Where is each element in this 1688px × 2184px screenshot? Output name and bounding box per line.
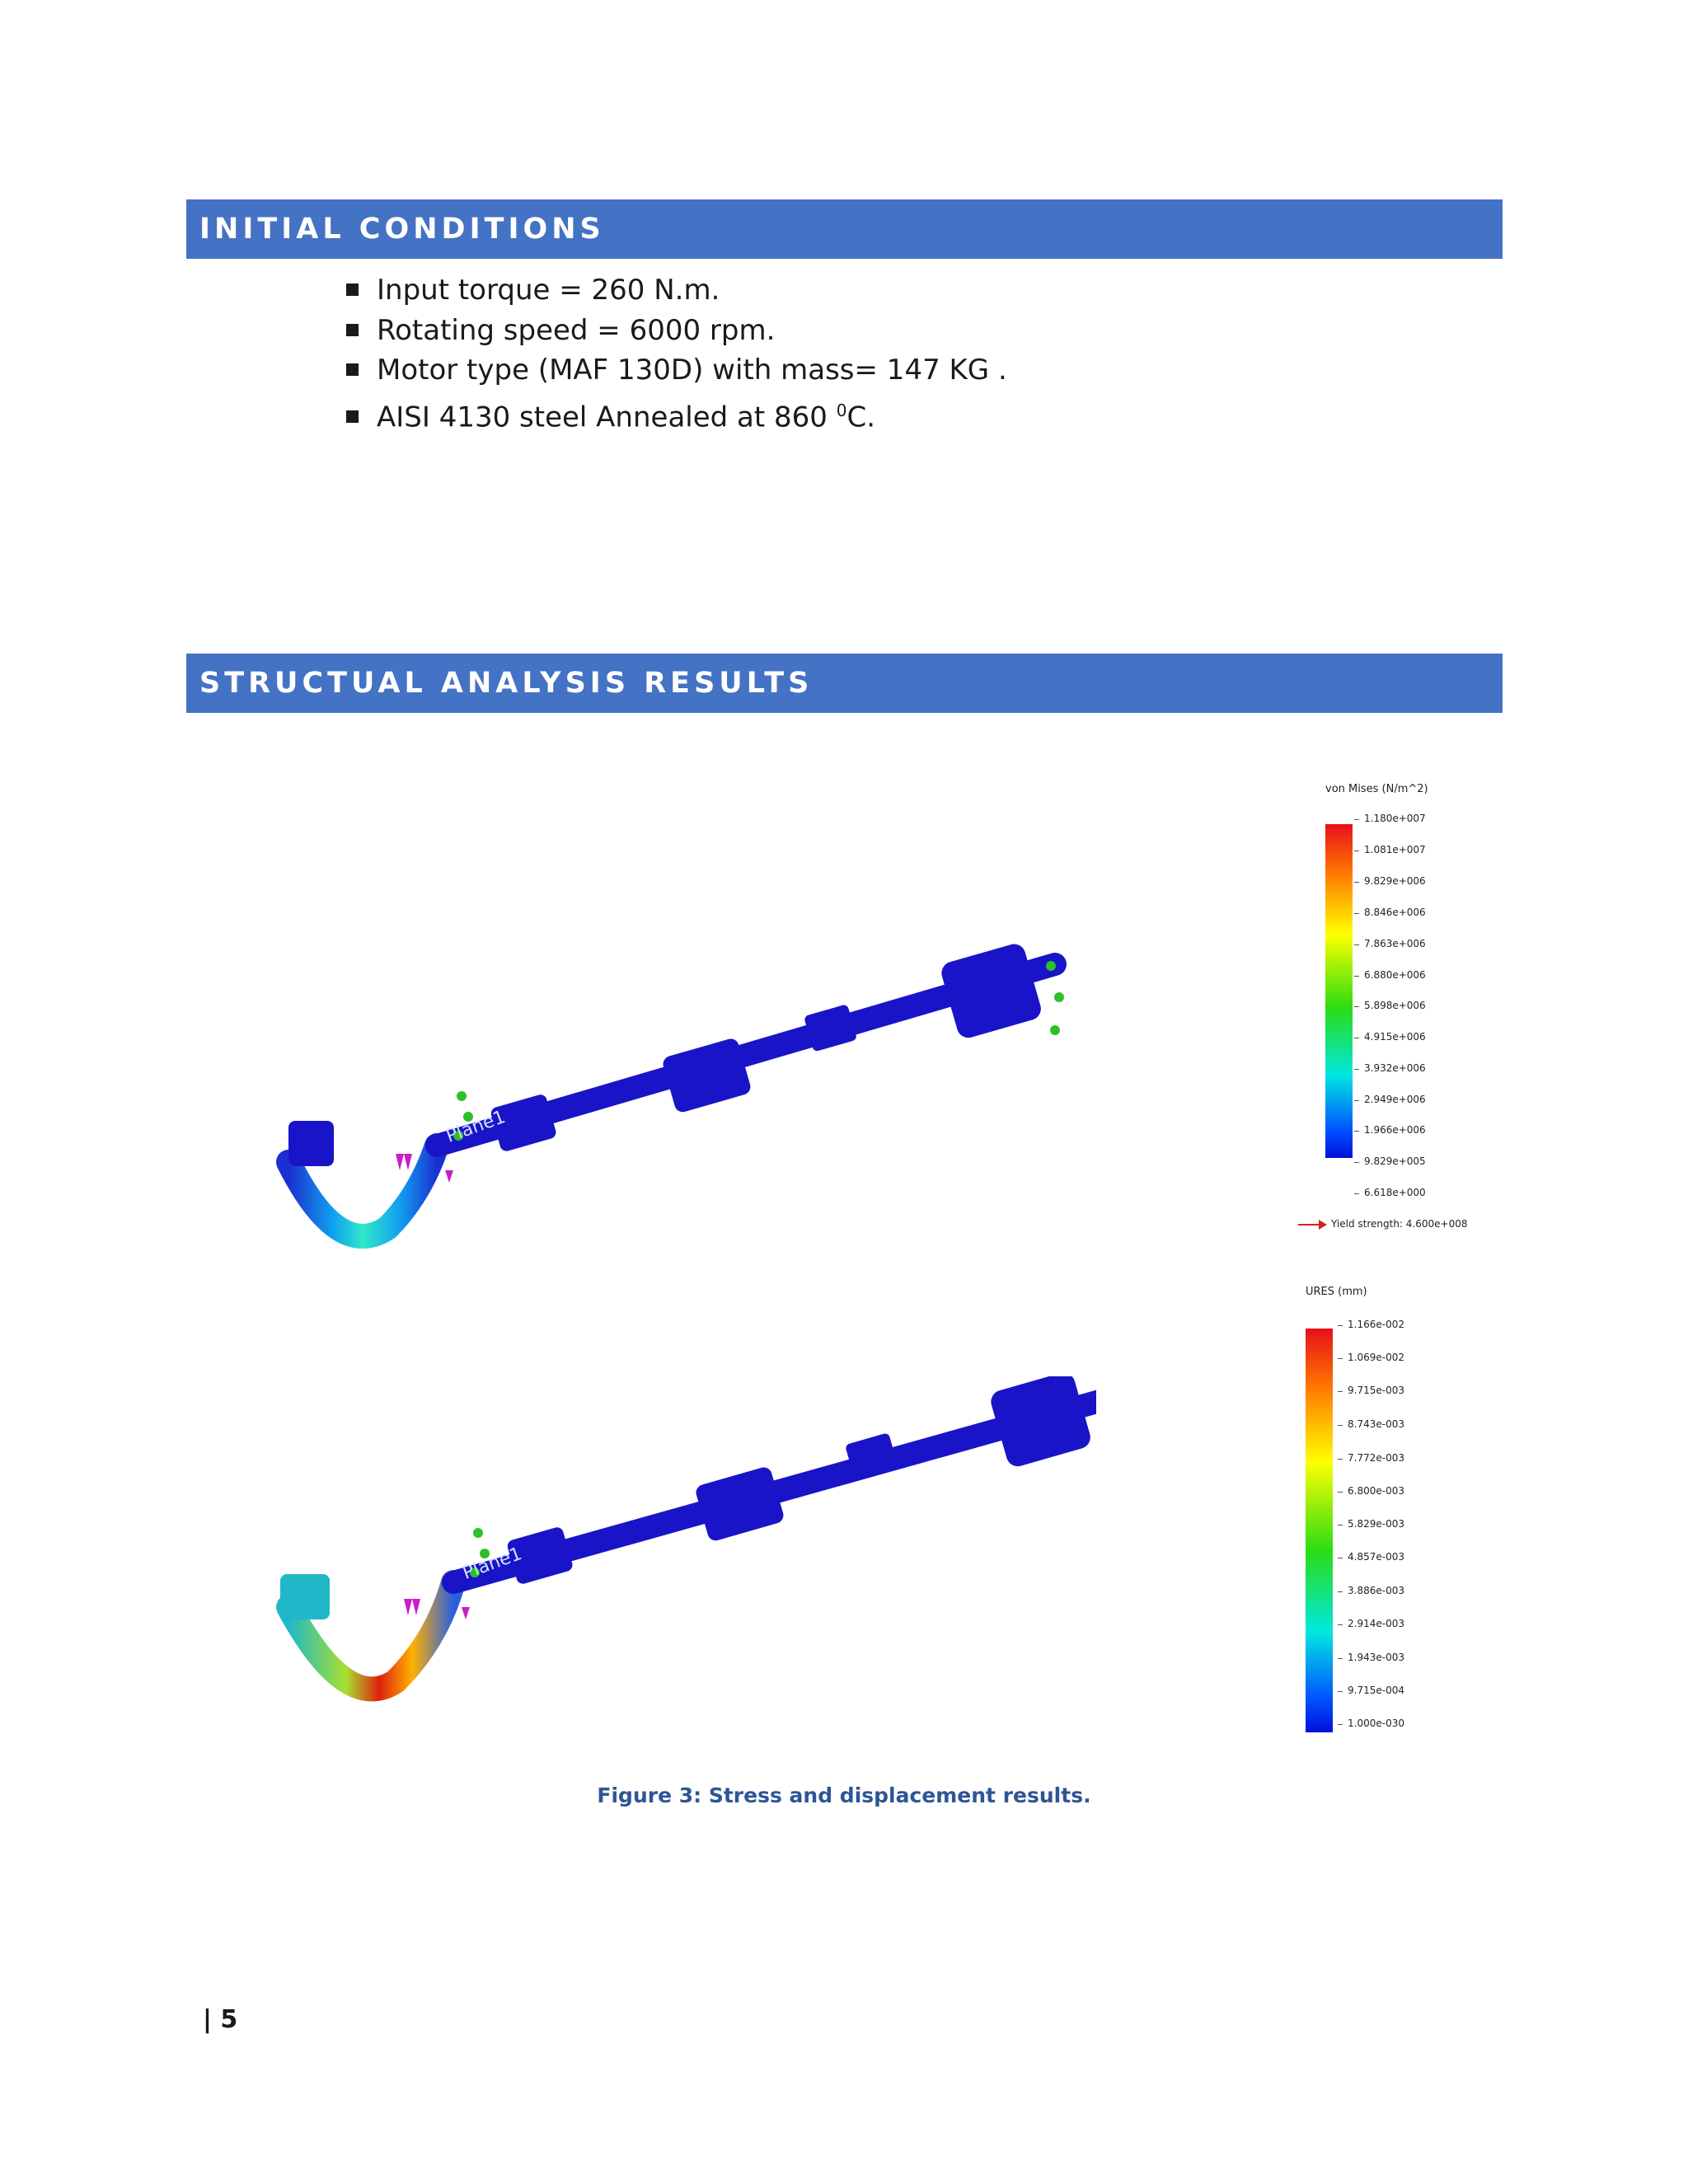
legend-tick: 7.863e+006: [1354, 938, 1426, 949]
legend-title: URES (mm): [1306, 1286, 1367, 1298]
square-bullet-icon: [346, 363, 359, 376]
list-item: Input torque = 260 N.m.: [346, 270, 1007, 311]
legend-tick: 6.618e+000: [1354, 1187, 1426, 1198]
legend-tick: 9.829e+006: [1354, 875, 1426, 887]
list-item-text: Motor type (MAF 130D) with mass= 147 KG …: [377, 354, 1007, 387]
legend-tick: 8.846e+006: [1354, 907, 1426, 918]
list-item: AISI 4130 steel Annealed at 860 0C.: [346, 391, 1007, 434]
initial-conditions-list: Input torque = 260 N.m. Rotating speed =…: [346, 270, 1007, 434]
legend-tick: 1.180e+007: [1354, 813, 1426, 824]
legend-tick: 2.949e+006: [1354, 1094, 1426, 1105]
legend-tick: 1.943e-003: [1338, 1652, 1404, 1663]
displacement-model-image: Plane1: [276, 1376, 1096, 1702]
square-bullet-icon: [346, 284, 359, 296]
list-item-text: C.: [846, 400, 876, 434]
square-bullet-icon: [346, 410, 359, 423]
page-number: | 5: [203, 2005, 238, 2034]
figure-caption: Figure 3: Stress and displacement result…: [597, 1783, 1091, 1807]
legend-tick: 6.800e-003: [1338, 1485, 1404, 1497]
legend-tick: 3.886e-003: [1338, 1585, 1404, 1596]
legend-tick: 1.166e-002: [1338, 1319, 1404, 1330]
legend-tick: 1.069e-002: [1338, 1352, 1404, 1363]
legend-tick: 9.715e-003: [1338, 1385, 1404, 1396]
list-item: Rotating speed = 6000 rpm.: [346, 311, 1007, 351]
list-item-text: Rotating speed = 6000 rpm.: [377, 313, 776, 347]
color-scale-bar: [1325, 824, 1353, 1158]
degree-superscript: 0: [836, 400, 847, 420]
legend-tick: 1.081e+007: [1354, 844, 1426, 855]
section-header-results: STRUCTUAL ANALYSIS RESULTS: [186, 654, 1503, 713]
square-bullet-icon: [346, 323, 359, 336]
legend-tick: 3.932e+006: [1354, 1062, 1426, 1074]
legend-tick: 1.000e-030: [1338, 1718, 1404, 1729]
yield-strength-label: Yield strength: 4.600e+008: [1331, 1218, 1468, 1230]
list-item-text: AISI 4130 steel Annealed at 860: [377, 400, 828, 434]
list-item-text: Input torque = 260 N.m.: [377, 274, 720, 307]
legend-tick: 5.829e-003: [1338, 1518, 1404, 1530]
yield-strength-marker: Yield strength: 4.600e+008: [1298, 1218, 1467, 1230]
section-header-initial-conditions: INITIAL CONDITIONS: [186, 199, 1503, 259]
legend-tick: 5.898e+006: [1354, 1000, 1426, 1011]
legend-tick: 2.914e-003: [1338, 1618, 1404, 1629]
list-item: Motor type (MAF 130D) with mass= 147 KG …: [346, 350, 1007, 391]
legend-tick: 7.772e-003: [1338, 1452, 1404, 1464]
legend-tick: 8.743e-003: [1338, 1418, 1404, 1430]
legend-title: von Mises (N/m^2): [1325, 783, 1428, 795]
legend-tick: 9.829e+005: [1354, 1155, 1426, 1167]
legend-tick: 6.880e+006: [1354, 969, 1426, 981]
color-scale-bar: [1306, 1329, 1333, 1732]
legend-tick: 4.915e+006: [1354, 1031, 1426, 1043]
red-arrow-icon: [1298, 1219, 1327, 1230]
legend-tick: 4.857e-003: [1338, 1551, 1404, 1563]
legend-tick: 1.966e+006: [1354, 1124, 1426, 1136]
legend-tick: 9.715e-004: [1338, 1685, 1404, 1696]
stress-model-image: Plane1: [276, 944, 1067, 1249]
